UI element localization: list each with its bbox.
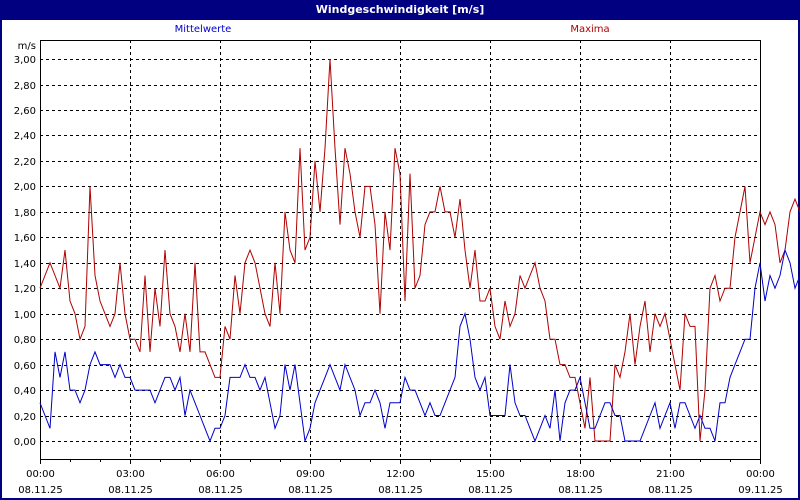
x-tick-time: 06:00 — [206, 469, 235, 480]
x-tick-time: 00:00 — [746, 469, 775, 480]
x-tick-date: 08.11.25 — [648, 485, 693, 496]
y-tick-label: 2,80 — [14, 81, 36, 92]
x-tick-date: 08.11.25 — [378, 485, 423, 496]
series-line-maxima — [39, 59, 800, 442]
y-tick-label: 2,20 — [14, 157, 36, 168]
x-tick-time: 09:00 — [296, 469, 325, 480]
chart-title: Windgeschwindigkeit [m/s] — [0, 0, 800, 20]
x-tick-date: 08.11.25 — [288, 485, 333, 496]
x-tick-time: 18:00 — [566, 469, 595, 480]
y-tick-label: 0,80 — [14, 335, 36, 346]
x-tick-time: 15:00 — [476, 469, 505, 480]
y-tick-label: 1,40 — [14, 259, 36, 270]
y-tick-label: 1,00 — [14, 310, 36, 321]
x-tick-date: 08.11.25 — [468, 485, 513, 496]
x-tick-date: 08.11.25 — [18, 485, 63, 496]
x-tick-time: 21:00 — [656, 469, 685, 480]
x-tick-time: 03:00 — [116, 469, 145, 480]
y-tick-label: 2,40 — [14, 131, 36, 142]
y-tick-label: 0,20 — [14, 412, 36, 423]
y-tick-label: 1,20 — [14, 284, 36, 295]
y-tick-label: 1,80 — [14, 208, 36, 219]
x-tick-date: 08.11.25 — [108, 485, 153, 496]
legend-mean: Mittelwerte — [174, 24, 232, 35]
y-tick-label: 1,60 — [14, 233, 36, 244]
x-tick-date: 08.11.25 — [558, 485, 603, 496]
x-tick-time: 00:00 — [26, 469, 55, 480]
y-tick-label: 0,40 — [14, 386, 36, 397]
legend-max: Maxima — [570, 24, 610, 35]
x-tick-date: 09.11.25 — [738, 485, 783, 496]
y-axis-unit: m/s — [18, 41, 36, 52]
x-tick-time: 12:00 — [386, 469, 415, 480]
y-tick-label: 2,00 — [14, 182, 36, 193]
y-tick-label: 0,60 — [14, 361, 36, 372]
y-tick-label: 3,00 — [14, 55, 36, 66]
x-tick-date: 08.11.25 — [198, 485, 243, 496]
y-tick-label: 2,60 — [14, 106, 36, 117]
series-line-mittelwerte — [39, 248, 800, 443]
y-tick-label: 0,00 — [14, 437, 36, 448]
